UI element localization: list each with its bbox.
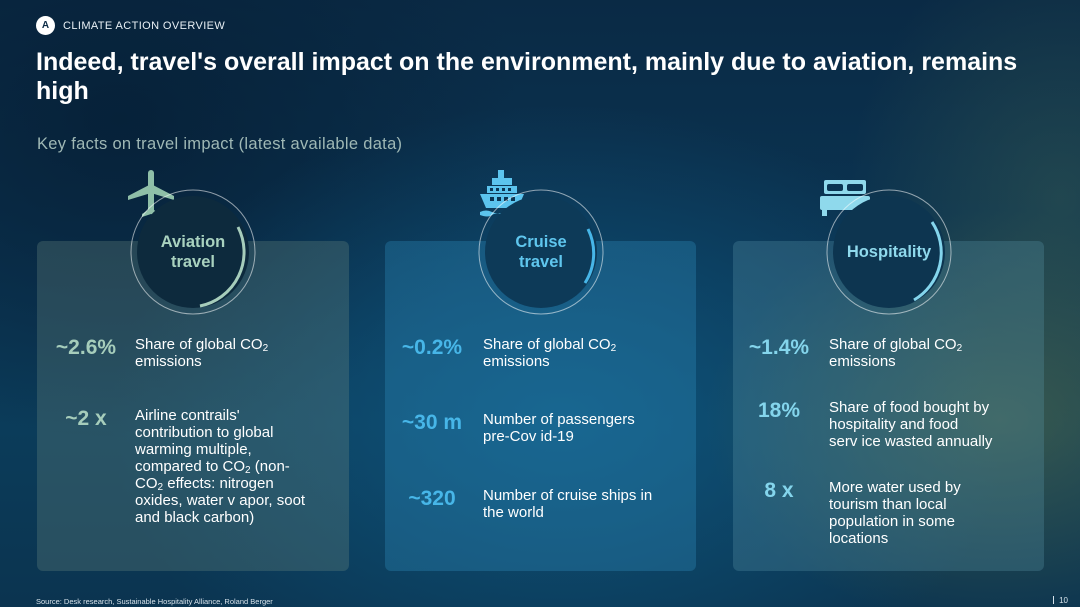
stat-value: 8 x bbox=[764, 479, 794, 502]
stat-value: ~2 x bbox=[65, 407, 107, 430]
hospitality-stat-co2: ~1.4% Share of global CO2 emissions bbox=[740, 336, 962, 370]
stat-value: 18% bbox=[757, 399, 801, 422]
stat-description: Share of global CO2 emissions bbox=[829, 336, 963, 370]
cruise-stat-co2: ~0.2% Share of global CO2 emissions bbox=[392, 336, 616, 370]
stat-description: Share of food bought by hospitality and … bbox=[829, 399, 993, 450]
cruise-stat-ships: ~320 Number of cruise ships in the world bbox=[392, 487, 652, 521]
stat-value: ~1.4% bbox=[748, 336, 810, 359]
aviation-label: Aviation travel bbox=[160, 233, 226, 271]
source-note: Source: Desk research, Sustainable Hospi… bbox=[36, 597, 273, 606]
stat-value: ~30 m bbox=[401, 411, 463, 434]
cruise-circle: Cruise travel bbox=[476, 187, 606, 317]
aviation-circle: Aviation travel bbox=[128, 187, 258, 317]
stat-description: Airline contrails' contribution to globa… bbox=[135, 407, 306, 526]
section-label: CLIMATE ACTION OVERVIEW bbox=[63, 19, 226, 32]
cruise-label: Cruise travel bbox=[515, 233, 567, 271]
hospitality-stat-water: 8 x More water used by tourism than loca… bbox=[740, 479, 961, 547]
page-number: 10 bbox=[1053, 596, 1068, 605]
section-badge: A bbox=[36, 16, 55, 35]
cruise-stat-passengers: ~30 m Number of passengers pre-Cov id-19 bbox=[392, 411, 635, 445]
stat-value: ~2.6% bbox=[55, 336, 117, 359]
hospitality-stat-food-waste: 18% Share of food bought by hospitality … bbox=[740, 399, 992, 450]
stat-description: Number of cruise ships in the world bbox=[483, 487, 653, 521]
stat-description: More water used by tourism than local po… bbox=[829, 479, 961, 547]
stat-description: Number of passengers pre-Cov id-19 bbox=[483, 411, 635, 445]
hospitality-circle: Hospitality bbox=[824, 187, 954, 317]
stat-value: ~320 bbox=[408, 487, 456, 510]
section-header: A CLIMATE ACTION OVERVIEW bbox=[36, 16, 225, 35]
aviation-stat-co2: ~2.6% Share of global CO2 emissions bbox=[46, 336, 268, 370]
aviation-stat-contrails: ~2 x Airline contrails' contribution to … bbox=[46, 407, 305, 526]
stat-value: ~0.2% bbox=[401, 336, 463, 359]
stat-description: Share of global CO2 emissions bbox=[483, 336, 617, 370]
hospitality-label: Hospitality bbox=[846, 243, 932, 261]
slide-title: Indeed, travel's overall impact on the e… bbox=[36, 48, 1018, 105]
slide-subtitle: Key facts on travel impact (latest avail… bbox=[37, 135, 403, 153]
stat-description: Share of global CO2 emissions bbox=[135, 336, 269, 370]
